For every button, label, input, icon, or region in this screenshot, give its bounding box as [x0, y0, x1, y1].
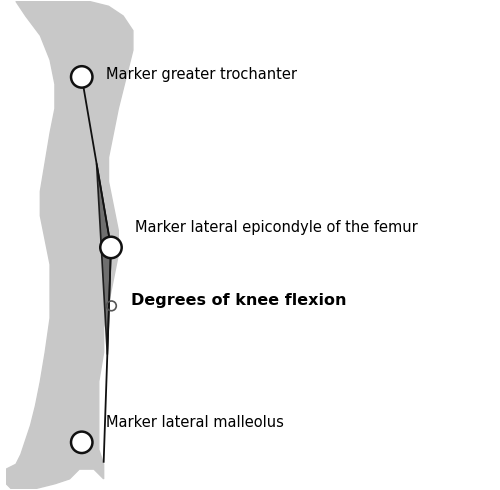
- Text: Marker greater trochanter: Marker greater trochanter: [106, 67, 297, 82]
- Circle shape: [71, 66, 92, 88]
- Text: Marker lateral epicondyle of the femur: Marker lateral epicondyle of the femur: [136, 220, 418, 236]
- Text: Degrees of knee flexion: Degrees of knee flexion: [131, 294, 346, 309]
- Circle shape: [71, 432, 92, 453]
- Polygon shape: [2, 1, 133, 489]
- Circle shape: [100, 237, 121, 258]
- Text: Marker lateral malleolus: Marker lateral malleolus: [106, 416, 284, 430]
- Polygon shape: [96, 163, 111, 355]
